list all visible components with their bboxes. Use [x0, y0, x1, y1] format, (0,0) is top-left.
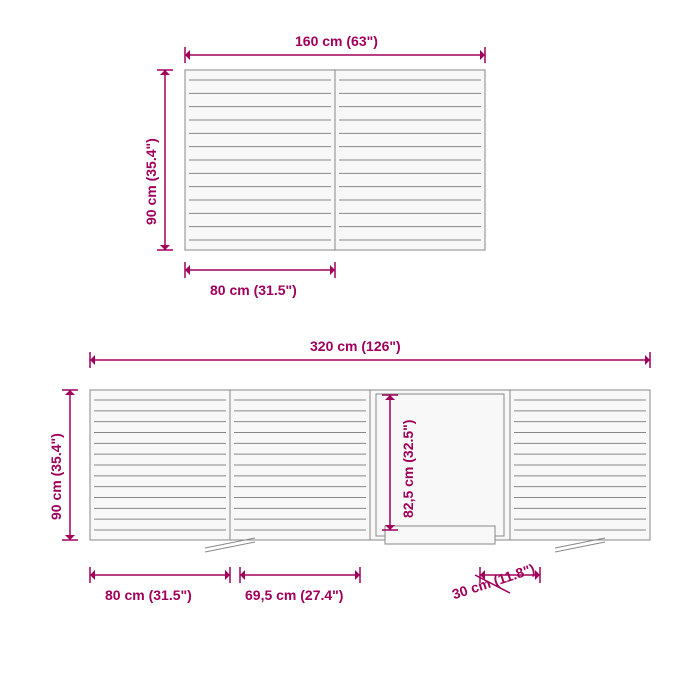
dim-bot-gate-height: 82,5 cm (32.5") [400, 420, 416, 518]
dim-top-total-width: 160 cm (63") [295, 33, 378, 49]
dim-bot-total-height: 90 cm (35.4") [48, 433, 64, 520]
diagram-stage: 160 cm (63") 90 cm (35.4") 80 cm (31.5") 32… [0, 0, 700, 700]
dim-top-half-width: 80 cm (31.5") [210, 282, 297, 298]
dim-bot-total-width: 320 cm (126") [310, 338, 401, 354]
dim-top-total-height: 90 cm (35.4") [143, 138, 159, 225]
dim-bot-seg-width: 80 cm (31.5") [105, 587, 192, 603]
dim-bot-gate-width: 69,5 cm (27.4") [245, 587, 343, 603]
